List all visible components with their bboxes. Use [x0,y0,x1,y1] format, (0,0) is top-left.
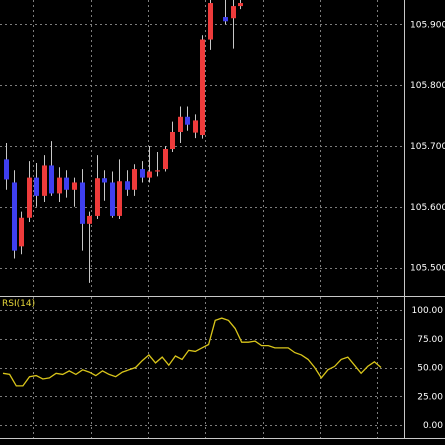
rsi-tick-label: 25.00 [417,392,443,402]
candle-body [57,177,62,194]
candle [185,106,190,131]
rsi-line [2,317,382,387]
candle-body [80,182,85,224]
candle [80,169,85,251]
price-tick-label: 105.900 [410,20,445,30]
candle [147,145,152,183]
candle-body [238,3,243,7]
candle-body [117,181,122,216]
candle-body [19,217,24,247]
candle [117,159,122,219]
candle-body [125,181,130,190]
price-tick-label: 105.800 [410,81,445,91]
candle-body [95,178,100,216]
price-tick-label: 105.500 [410,264,445,274]
candle [200,35,205,139]
candle-body [200,39,205,136]
candle [49,141,54,196]
candle [208,0,213,50]
candle [72,177,77,207]
candle-body [147,171,152,178]
rsi-grid [0,297,404,439]
price-axis: 105.500 105.600 105.700 105.800 105.900 [410,20,445,273]
candle [64,170,69,198]
candle [178,106,183,143]
candle-body [163,149,168,170]
candle [12,170,17,259]
candle-body [42,165,47,196]
candle-body [170,131,175,150]
candle-body [231,6,236,19]
candle [231,0,236,49]
candle-body [110,182,115,216]
candle [34,163,39,207]
candle [155,152,160,177]
rsi-tick-label: 100.00 [412,306,444,316]
rsi-tick-label: 50.00 [417,364,443,374]
candle-body [140,169,145,178]
candle-body [223,17,228,22]
candle-body [49,165,54,194]
candles [4,0,243,283]
candle [57,167,62,202]
candle-body [185,116,190,125]
candle [27,161,32,223]
candle [4,142,9,190]
candle [102,170,107,201]
candle [87,211,92,283]
rsi-series [2,317,382,387]
price-tick-label: 105.600 [410,203,445,213]
candle [42,155,47,202]
candle [163,145,168,172]
candle [95,155,100,219]
rsi-title: RSI(14) [2,299,35,309]
candle-body [193,120,198,133]
candle-body [72,182,77,190]
candle [132,164,137,196]
rsi-axis: 0.00 25.00 50.00 75.00 100.00 [412,306,444,431]
candle [125,170,130,196]
candle [193,114,198,139]
candle [238,0,243,10]
candle-body [178,116,183,132]
candle [19,211,24,255]
candle-body [64,177,69,190]
candle-body [34,177,39,196]
candle [223,0,228,25]
candle-body [12,182,17,251]
candle-body [87,215,92,224]
candle-body [4,159,9,180]
candle [110,171,115,218]
candle [140,161,145,183]
rsi-tick-label: 75.00 [417,335,443,345]
candle [170,121,175,153]
candle-body [27,177,32,218]
price-tick-label: 105.700 [410,142,445,152]
rsi-tick-label: 0.00 [423,421,443,431]
candle-body [102,178,107,183]
candle-body [132,169,137,190]
candle-body [208,3,213,40]
candle-body [155,170,160,172]
